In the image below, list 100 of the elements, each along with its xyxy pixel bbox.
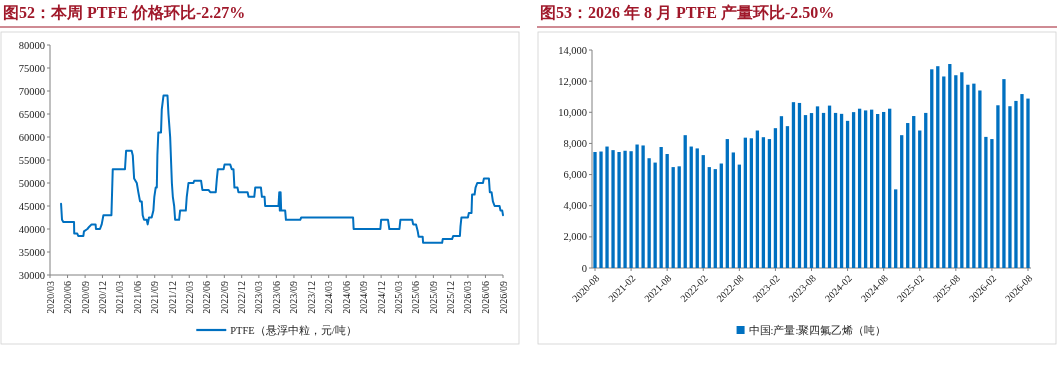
x-tick-label: 2025/12 <box>445 281 457 314</box>
legend-label: 中国:产量:聚四氟乙烯（吨） <box>748 324 887 336</box>
bar <box>695 148 699 268</box>
bar <box>773 128 778 268</box>
x-tick-label: 2021/09 <box>149 281 161 314</box>
bar <box>719 163 723 268</box>
bar <box>701 155 705 268</box>
bar <box>821 112 826 268</box>
bar <box>731 152 735 268</box>
y-tick-label: 0 <box>581 262 587 274</box>
bar <box>689 146 693 268</box>
bar <box>845 120 850 268</box>
bar <box>635 144 639 268</box>
y-tick-label: 55000 <box>18 154 45 166</box>
bar <box>761 137 766 268</box>
x-tick-label: 2020/12 <box>96 281 108 314</box>
x-tick-label: 2022/06 <box>201 281 213 314</box>
bar <box>779 116 784 268</box>
bar <box>791 102 796 268</box>
bar <box>749 138 754 268</box>
bar <box>894 189 898 268</box>
bar <box>725 139 729 268</box>
bar <box>1020 94 1024 268</box>
chart-title: 图53：2026 年 8 月 PTFE 产量环比-2.50% <box>540 4 835 21</box>
x-tick-label: 2021/03 <box>114 281 126 314</box>
y-tick-label: 65000 <box>18 108 45 120</box>
bar <box>641 145 645 268</box>
x-tick-label: 2024/09 <box>358 281 370 314</box>
x-tick-label: 2024/03 <box>323 281 335 314</box>
bar <box>707 167 711 268</box>
bar <box>990 139 994 268</box>
x-tick-label: 2021/06 <box>131 281 143 314</box>
bar <box>996 105 1000 268</box>
x-tick-label: 2022/12 <box>236 281 248 314</box>
bar <box>611 150 615 268</box>
y-tick-label: 70000 <box>18 85 45 97</box>
x-tick-label: 2026/03 <box>462 281 474 314</box>
bar <box>809 113 814 268</box>
bar <box>755 130 760 268</box>
bar <box>629 151 633 268</box>
bar <box>851 112 856 268</box>
x-tick-label: 2023/03 <box>253 281 265 314</box>
bar <box>930 69 934 268</box>
bar <box>1014 100 1018 268</box>
bar <box>671 167 675 268</box>
bar <box>906 123 910 268</box>
y-tick-label: 2,000 <box>563 231 587 243</box>
y-tick-label: 10,000 <box>558 106 587 118</box>
bar <box>605 146 609 268</box>
bar <box>743 137 747 268</box>
bar <box>978 90 982 268</box>
legend-label: PTFE（悬浮中粒，元/吨） <box>230 324 357 336</box>
x-tick-label: 2023/06 <box>270 281 282 314</box>
bar <box>827 105 832 268</box>
bar <box>954 75 958 268</box>
x-tick-label: 2020/03 <box>44 281 56 314</box>
bar <box>785 126 790 268</box>
y-tick-label: 75000 <box>18 62 45 74</box>
bar <box>659 147 663 268</box>
bar <box>599 151 603 268</box>
x-tick-label: 2026/06 <box>479 281 491 314</box>
y-tick-label: 45000 <box>18 200 45 212</box>
bar <box>936 66 940 268</box>
bar <box>839 113 844 268</box>
bar <box>863 110 868 268</box>
bar <box>924 112 928 268</box>
y-tick-label: 35000 <box>18 246 45 258</box>
bar <box>593 151 597 268</box>
x-tick-label: 2020/06 <box>62 281 74 314</box>
y-tick-label: 40000 <box>18 223 45 235</box>
x-tick-label: 2025/03 <box>392 281 404 314</box>
bar <box>623 150 627 268</box>
y-tick-label: 14,000 <box>558 44 587 56</box>
x-tick-label: 2023/09 <box>288 281 300 314</box>
bar <box>683 135 687 268</box>
bar <box>918 130 922 268</box>
y-tick-label: 50000 <box>18 177 45 189</box>
bar <box>665 154 669 268</box>
bar <box>857 108 862 268</box>
bar <box>677 166 681 268</box>
bar <box>966 84 970 268</box>
bar <box>876 114 880 268</box>
bar <box>737 164 741 268</box>
bar <box>984 136 988 268</box>
bar <box>882 111 886 268</box>
bar <box>1026 98 1030 268</box>
bar <box>713 169 717 268</box>
bar <box>647 158 651 268</box>
x-tick-label: 2024/12 <box>375 281 387 314</box>
y-tick-label: 30000 <box>18 269 45 281</box>
x-tick-label: 2022/09 <box>218 281 230 314</box>
bar <box>833 112 838 268</box>
y-tick-label: 80000 <box>18 39 45 51</box>
line-series <box>60 94 504 244</box>
x-tick-label: 2021/12 <box>166 281 178 314</box>
y-tick-label: 6,000 <box>563 169 587 181</box>
y-tick-label: 8,000 <box>563 137 587 149</box>
y-tick-label: 12,000 <box>558 75 587 87</box>
bar <box>888 108 892 268</box>
x-tick-label: 2023/12 <box>305 281 317 314</box>
